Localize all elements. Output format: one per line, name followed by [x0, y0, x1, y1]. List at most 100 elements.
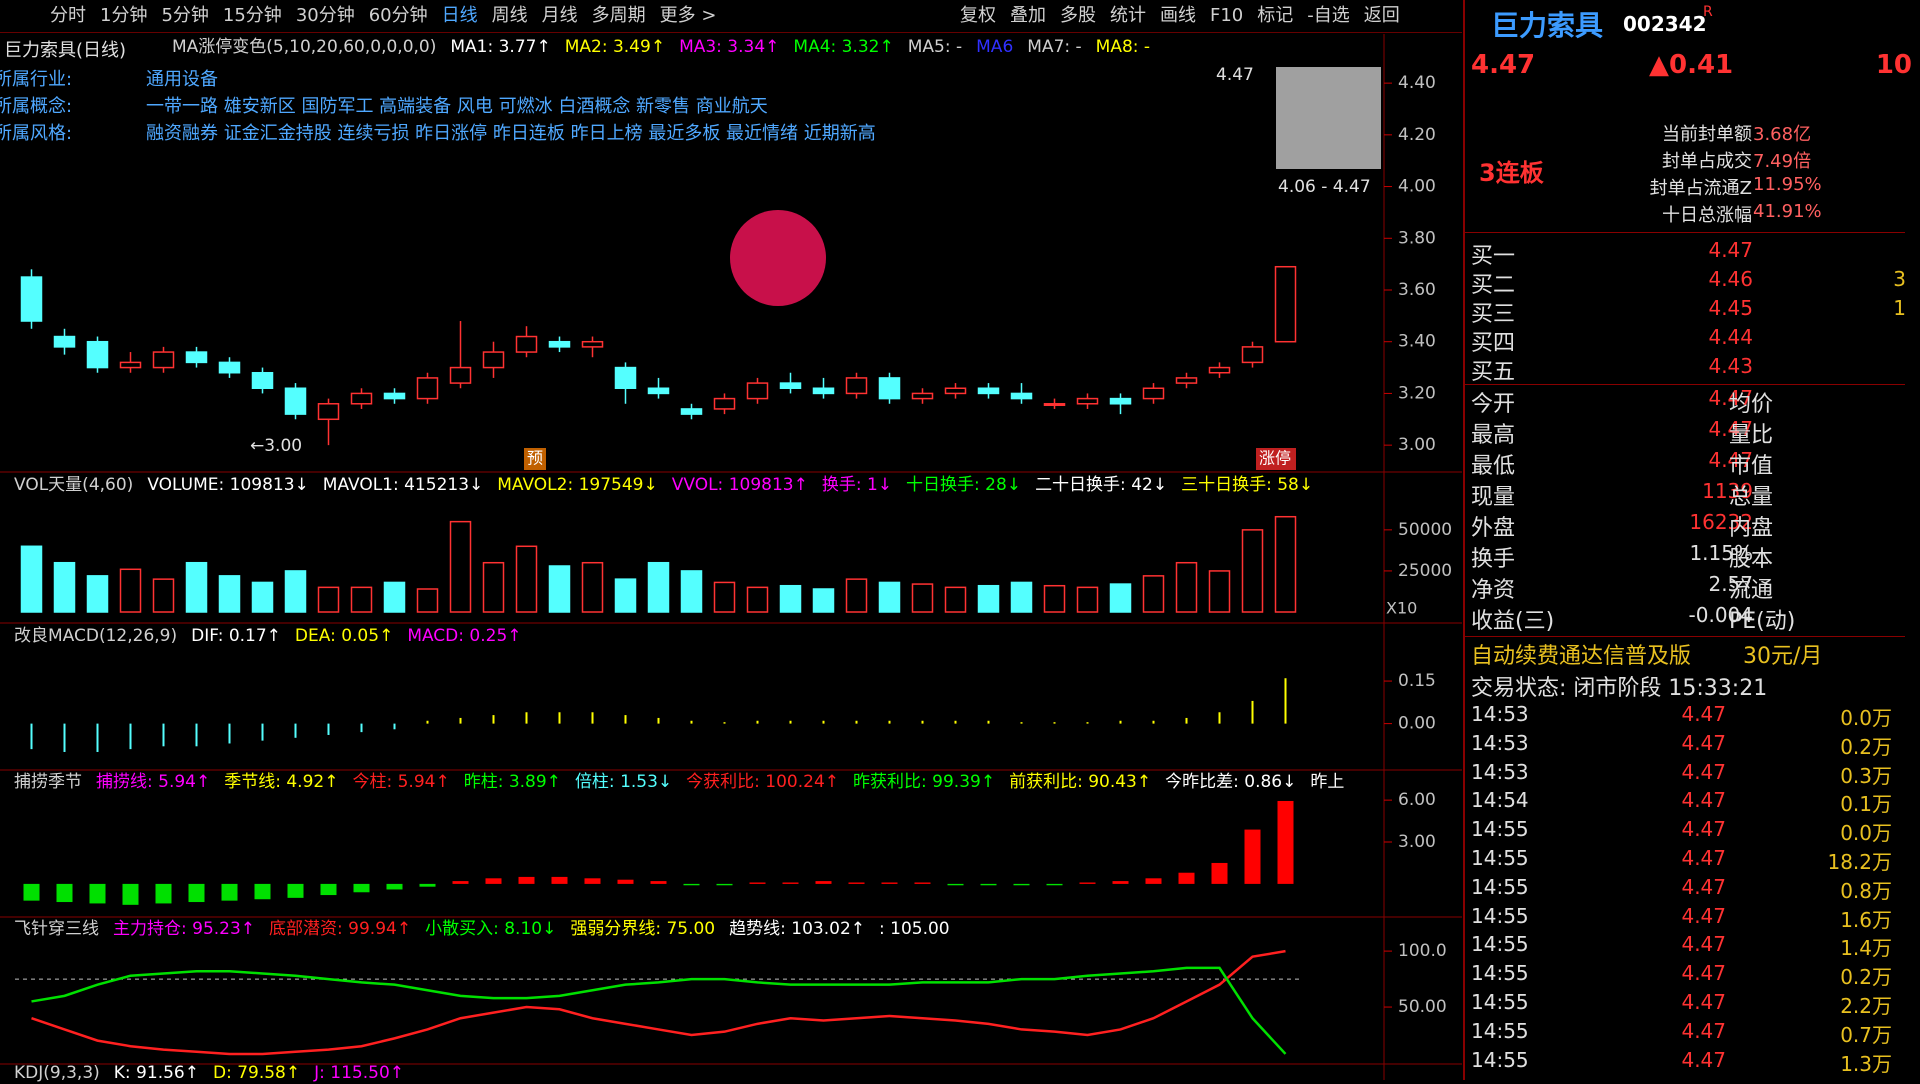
y-tick-label: 3.00: [1398, 435, 1436, 455]
stock-flag: R: [1703, 4, 1713, 20]
macd-bar: [1218, 712, 1221, 724]
volume-bar: [1274, 515, 1297, 613]
candle-body: [251, 371, 274, 390]
y-tick-label: 3.00: [1398, 832, 1436, 852]
toolbar-item: 更多 >: [659, 5, 717, 26]
header-item: 改良MACD(12,26,9): [14, 626, 178, 646]
candle-body: [977, 387, 1000, 395]
trade-time: 14:54: [1471, 788, 1529, 813]
trade-vol: 0.1万: [1840, 792, 1892, 817]
stat-label: PE(动): [1729, 609, 1796, 634]
header-item: MAVOL1: 415213↓: [322, 475, 484, 495]
header-item: : 105.00: [879, 919, 950, 939]
macd-bar: [393, 723, 396, 730]
y-tick-label: 6.00: [1398, 790, 1436, 810]
season-bar: [1145, 878, 1162, 884]
header-item: 前获利比: 90.43↑: [1009, 772, 1152, 792]
header-item: MAVOL2: 197549↓: [497, 475, 658, 495]
stat-label: 收益(三): [1471, 609, 1555, 634]
season-bar: [518, 876, 535, 884]
trade-vol: 1.6万: [1840, 907, 1892, 932]
candle-body: [515, 335, 538, 353]
trade-time: 14:55: [1471, 1047, 1529, 1072]
seal-label: 十日总涨幅: [1662, 205, 1752, 226]
book-vol: 3: [1893, 267, 1906, 291]
divider: [1465, 384, 1905, 385]
candle-body: [218, 361, 241, 374]
candle-body: [845, 377, 868, 395]
stat-label: 内盘: [1729, 516, 1774, 541]
season-bar: [914, 882, 931, 884]
indicator-header: VOL天量(4,60) VOLUME: 109813↓ MAVOL1: 415213…: [14, 474, 1327, 496]
volume-bar: [86, 575, 109, 613]
trade-vol: 0.2万: [1840, 965, 1892, 990]
stat-value: 4.47: [1708, 417, 1753, 441]
toolbar-item: 30分钟: [295, 5, 355, 26]
macd-bar: [1086, 722, 1089, 724]
stat-value: 4.47: [1708, 448, 1753, 472]
stock-name: 巨力索具: [1491, 9, 1604, 42]
season-bar: [716, 883, 733, 886]
indicator-header: 飞针穿三线 主力持仓: 95.23↑ 底部潜资: 99.94↑ 小散买入: 8.10↓…: [14, 918, 964, 940]
trade-price: 4.47: [1681, 817, 1726, 842]
trade-vol: 1.3万: [1840, 1051, 1892, 1076]
info-label: 所属行业:: [0, 69, 73, 90]
stock-code: 002342: [1623, 12, 1707, 36]
volume-bar: [614, 578, 637, 613]
volume-bar: [713, 581, 736, 613]
season-bar: [749, 882, 766, 884]
season-bar: [1013, 883, 1030, 886]
macd-bar: [1185, 717, 1188, 724]
macd-bar: [756, 720, 759, 724]
macd-bar: [954, 720, 957, 724]
trade-time: 14:53: [1471, 702, 1529, 726]
change-pct: 10: [1875, 50, 1912, 80]
candle-body: [680, 408, 703, 415]
candle-body: [647, 387, 670, 395]
trade-vol: 0.0万: [1840, 821, 1892, 846]
trade-vol: 0.7万: [1840, 1022, 1892, 1047]
macd-bar: [921, 720, 924, 724]
stat-value: 16232: [1689, 510, 1753, 534]
candle-body: [779, 382, 802, 390]
season-bar: [947, 883, 964, 886]
limit-badge: [1256, 448, 1296, 470]
macd-bar: [789, 720, 792, 724]
season-bar: [419, 883, 436, 887]
book-label: 买四: [1471, 331, 1516, 356]
header-item: 今获利比: 100.24↑: [686, 772, 840, 792]
book-label: 买二: [1471, 273, 1516, 298]
header-item: 季节线: 4.92↑: [224, 772, 339, 792]
volume-bar: [1043, 584, 1066, 613]
stat-label: 市值: [1729, 454, 1774, 479]
season-bar: [1046, 883, 1063, 886]
stat-label: 今开: [1471, 392, 1516, 417]
indicator-header: MA涨停变色(5,10,20,60,0,0,0,0) MA1: 3.77↑ MA2:…: [172, 36, 1164, 58]
trade-vol: 0.0万: [1840, 706, 1892, 730]
candle-body: [416, 377, 439, 400]
header-item: 十日换手: 28↓: [906, 475, 1022, 495]
stat-label: 流通: [1729, 578, 1774, 603]
info-label: 所属概念:: [0, 96, 73, 117]
macd-bar: [1251, 700, 1254, 724]
volume-bar: [1109, 583, 1132, 613]
candle-body: [944, 387, 967, 395]
seal-label: 当前封单额: [1662, 124, 1752, 145]
season-bar: [254, 883, 271, 900]
info-value: 融资融券 证金汇金持股 连续亏损 昨日涨停 昨日连板 昨日上榜 最近多板 最近情…: [146, 123, 876, 144]
macd-bar: [558, 712, 561, 724]
toolbar-item: -自选: [1307, 5, 1350, 26]
volume-bar: [845, 578, 868, 613]
book-price: 4.44: [1708, 325, 1753, 349]
seal-value: 41.91%: [1753, 201, 1822, 222]
seal-value: 11.95%: [1753, 174, 1822, 195]
toolbar-item: F10: [1210, 5, 1244, 26]
divider: [1465, 232, 1905, 233]
volume-bar: [449, 520, 472, 613]
macd-bar: [822, 720, 825, 724]
header-item: 今昨比差: 0.86↓: [1165, 772, 1297, 792]
stat-value: 2.57: [1708, 572, 1753, 596]
trade-price: 4.47: [1681, 788, 1726, 813]
header-item: MA1: 3.77↑: [450, 37, 551, 57]
trade-time: 14:55: [1471, 817, 1529, 842]
